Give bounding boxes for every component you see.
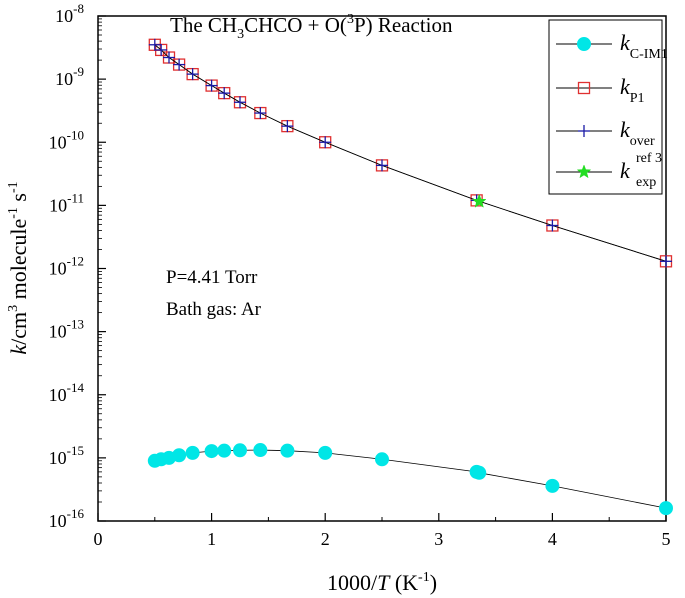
legend-entry-exp: k ref 3 exp: [556, 151, 662, 190]
series-exp: [471, 193, 487, 208]
legend-label: k ref 3 exp: [620, 151, 662, 190]
y-tick-label: 10-15: [49, 443, 84, 468]
y-tick-label: 10-12: [49, 254, 84, 279]
x-tick-label: 4: [548, 529, 557, 549]
legend-label: kP1: [620, 74, 645, 106]
y-axis: 10-16 10-15 10-14 10-13 10-12 10-11 10-10 10-9 1…: [49, 1, 106, 531]
data-point-over: [234, 96, 246, 109]
data-point-C-IM1: [253, 443, 268, 458]
data-point-C-IM1: [318, 445, 333, 460]
y-axis-title: k/cm3 molecule-1 s-1: [6, 181, 31, 354]
data-point-C-IM1-shape: [217, 443, 232, 458]
data-point-C-IM1-shape: [233, 443, 247, 458]
y-tick-label: 10-16: [49, 506, 85, 531]
y-tick-label: 10-9: [55, 64, 84, 89]
x-tick-label: 0: [94, 529, 103, 549]
legend-entry-over: kover: [556, 117, 655, 149]
series-line-C-IM1: [154, 449, 667, 509]
data-point-over: [186, 68, 199, 81]
series-over: [148, 38, 672, 268]
y-tick-label: 10-11: [49, 190, 84, 215]
data-point-C-IM1: [472, 465, 487, 480]
x-tick-label: 2: [321, 529, 330, 549]
data-point-C-IM1-shape: [375, 452, 389, 467]
bath-gas-annotation: Bath gas: Ar: [166, 299, 262, 320]
data-point-C-IM1: [280, 443, 295, 458]
data-point-C-IM1: [204, 444, 219, 459]
y-tick-label: 10-13: [49, 317, 84, 342]
legend-entry-C-IM1: kC-IM1: [556, 30, 668, 62]
data-point-exp-shape: [471, 193, 487, 208]
data-point-C-IM1-shape: [472, 465, 487, 480]
chart-title: The CH3CHCO + O(3P) Reaction: [170, 12, 453, 42]
legend-marker: [577, 81, 591, 95]
data-point-C-IM1-shape: [318, 445, 333, 460]
x-tick-label: 5: [662, 529, 671, 549]
data-point-C-IM1-shape: [545, 478, 560, 493]
data-point-C-IM1-shape: [172, 448, 187, 463]
y-tick-label: 10-8: [55, 1, 84, 26]
data-point-over: [218, 87, 231, 100]
data-point-exp: [471, 193, 487, 208]
data-point-over: [148, 38, 161, 51]
data-point-over: [155, 43, 168, 56]
legend-entry-P1: kP1: [556, 74, 645, 106]
legend-marker: [578, 125, 590, 137]
legend-marker-shape: [577, 37, 591, 51]
series-layer: [147, 38, 673, 516]
x-axis-title: 1000/T (K-1): [327, 570, 437, 595]
legend-label: kC-IM1: [620, 30, 668, 62]
data-point-over: [319, 136, 332, 149]
data-point-C-IM1: [217, 443, 232, 458]
data-point-C-IM1-shape: [659, 501, 673, 516]
y-tick-label: 10-14: [49, 380, 85, 405]
data-point-over: [254, 107, 267, 120]
legend-marker-shape: [576, 164, 592, 179]
data-point-C-IM1: [375, 452, 389, 467]
x-axis: 0 1 2 3 4 5: [94, 513, 671, 549]
y-tick-label: 10-10: [49, 127, 84, 152]
data-point-over: [173, 58, 186, 71]
x-tick-label: 1: [207, 529, 216, 549]
data-point-over: [205, 79, 218, 92]
data-point-over: [281, 120, 294, 133]
legend-marker: [577, 37, 591, 51]
series-C-IM1: [147, 443, 673, 516]
data-point-over: [163, 51, 175, 64]
legend-marker-shape: [577, 81, 591, 95]
legend-box: [548, 19, 663, 195]
data-point-C-IM1-shape: [253, 443, 268, 458]
pressure-annotation: P=4.41 Torr: [166, 267, 258, 288]
data-point-C-IM1: [172, 448, 187, 463]
data-point-over: [660, 255, 672, 268]
data-point-C-IM1: [545, 478, 560, 493]
legend-marker: [576, 164, 592, 179]
data-point-C-IM1: [233, 443, 247, 458]
data-point-over: [376, 159, 388, 172]
legend-label: kover: [620, 117, 655, 149]
data-point-C-IM1: [185, 445, 200, 460]
data-point-C-IM1-shape: [185, 445, 200, 460]
data-point-over: [546, 219, 559, 232]
data-point-C-IM1: [659, 501, 673, 516]
data-point-C-IM1-shape: [280, 443, 295, 458]
x-tick-label: 3: [434, 529, 443, 549]
data-point-C-IM1-shape: [204, 444, 219, 459]
